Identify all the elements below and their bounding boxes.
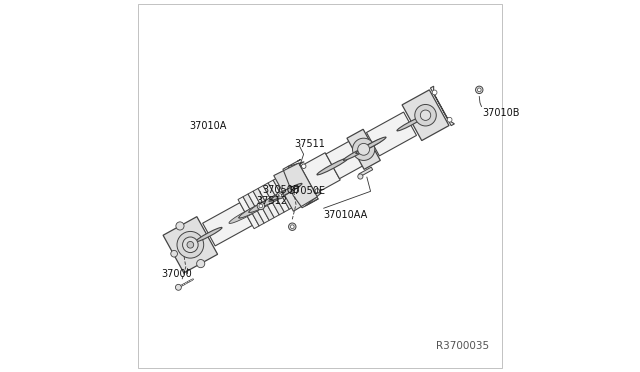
Ellipse shape <box>415 105 436 126</box>
Ellipse shape <box>229 205 263 224</box>
Ellipse shape <box>184 282 188 284</box>
Polygon shape <box>288 162 321 206</box>
Text: 37000: 37000 <box>161 269 191 279</box>
Text: 37010A: 37010A <box>189 121 227 131</box>
Polygon shape <box>274 163 317 211</box>
Ellipse shape <box>249 199 273 213</box>
Polygon shape <box>243 194 264 226</box>
Ellipse shape <box>175 284 181 290</box>
Ellipse shape <box>353 138 375 160</box>
Ellipse shape <box>291 225 294 228</box>
Ellipse shape <box>171 250 177 257</box>
Text: R3700035: R3700035 <box>435 341 488 351</box>
Ellipse shape <box>257 202 264 210</box>
Ellipse shape <box>259 204 263 208</box>
Ellipse shape <box>289 223 296 230</box>
Polygon shape <box>367 112 417 156</box>
Polygon shape <box>238 197 259 229</box>
Ellipse shape <box>269 188 294 202</box>
Ellipse shape <box>356 138 384 154</box>
Polygon shape <box>273 177 294 209</box>
Polygon shape <box>258 186 279 218</box>
Ellipse shape <box>477 88 481 92</box>
Ellipse shape <box>317 158 348 175</box>
Polygon shape <box>279 153 340 206</box>
Polygon shape <box>263 183 284 215</box>
Ellipse shape <box>358 143 369 155</box>
Ellipse shape <box>177 231 204 258</box>
Polygon shape <box>163 217 218 273</box>
Ellipse shape <box>397 116 423 131</box>
Ellipse shape <box>196 260 205 268</box>
Ellipse shape <box>343 145 372 160</box>
Ellipse shape <box>187 241 194 248</box>
Ellipse shape <box>358 174 363 179</box>
Polygon shape <box>203 203 252 246</box>
Polygon shape <box>326 137 371 179</box>
Ellipse shape <box>276 192 284 199</box>
Polygon shape <box>268 180 289 212</box>
Polygon shape <box>248 191 269 223</box>
Ellipse shape <box>239 199 273 218</box>
Ellipse shape <box>301 164 306 169</box>
Text: 37010AA: 37010AA <box>324 210 368 220</box>
Ellipse shape <box>476 86 483 93</box>
Ellipse shape <box>315 189 319 193</box>
Text: 37512: 37512 <box>257 196 288 206</box>
Polygon shape <box>431 86 454 126</box>
Ellipse shape <box>188 280 190 283</box>
Ellipse shape <box>360 137 386 151</box>
Ellipse shape <box>196 227 222 242</box>
Ellipse shape <box>271 183 302 201</box>
Ellipse shape <box>176 222 184 230</box>
Text: 37010B: 37010B <box>482 108 520 118</box>
Ellipse shape <box>239 205 264 218</box>
Polygon shape <box>253 188 274 220</box>
Text: 37511: 37511 <box>294 139 325 149</box>
Polygon shape <box>402 90 449 141</box>
Ellipse shape <box>179 285 183 287</box>
Ellipse shape <box>259 193 284 207</box>
Ellipse shape <box>432 90 437 95</box>
Ellipse shape <box>182 237 198 253</box>
Ellipse shape <box>420 110 431 121</box>
Text: 37050B: 37050B <box>263 185 300 195</box>
Text: 37050E: 37050E <box>289 186 326 196</box>
Ellipse shape <box>259 188 293 207</box>
Polygon shape <box>359 167 372 176</box>
Ellipse shape <box>447 117 452 122</box>
Ellipse shape <box>182 283 185 285</box>
Ellipse shape <box>249 194 284 212</box>
Ellipse shape <box>278 194 282 197</box>
Polygon shape <box>347 129 380 169</box>
Ellipse shape <box>189 279 193 281</box>
